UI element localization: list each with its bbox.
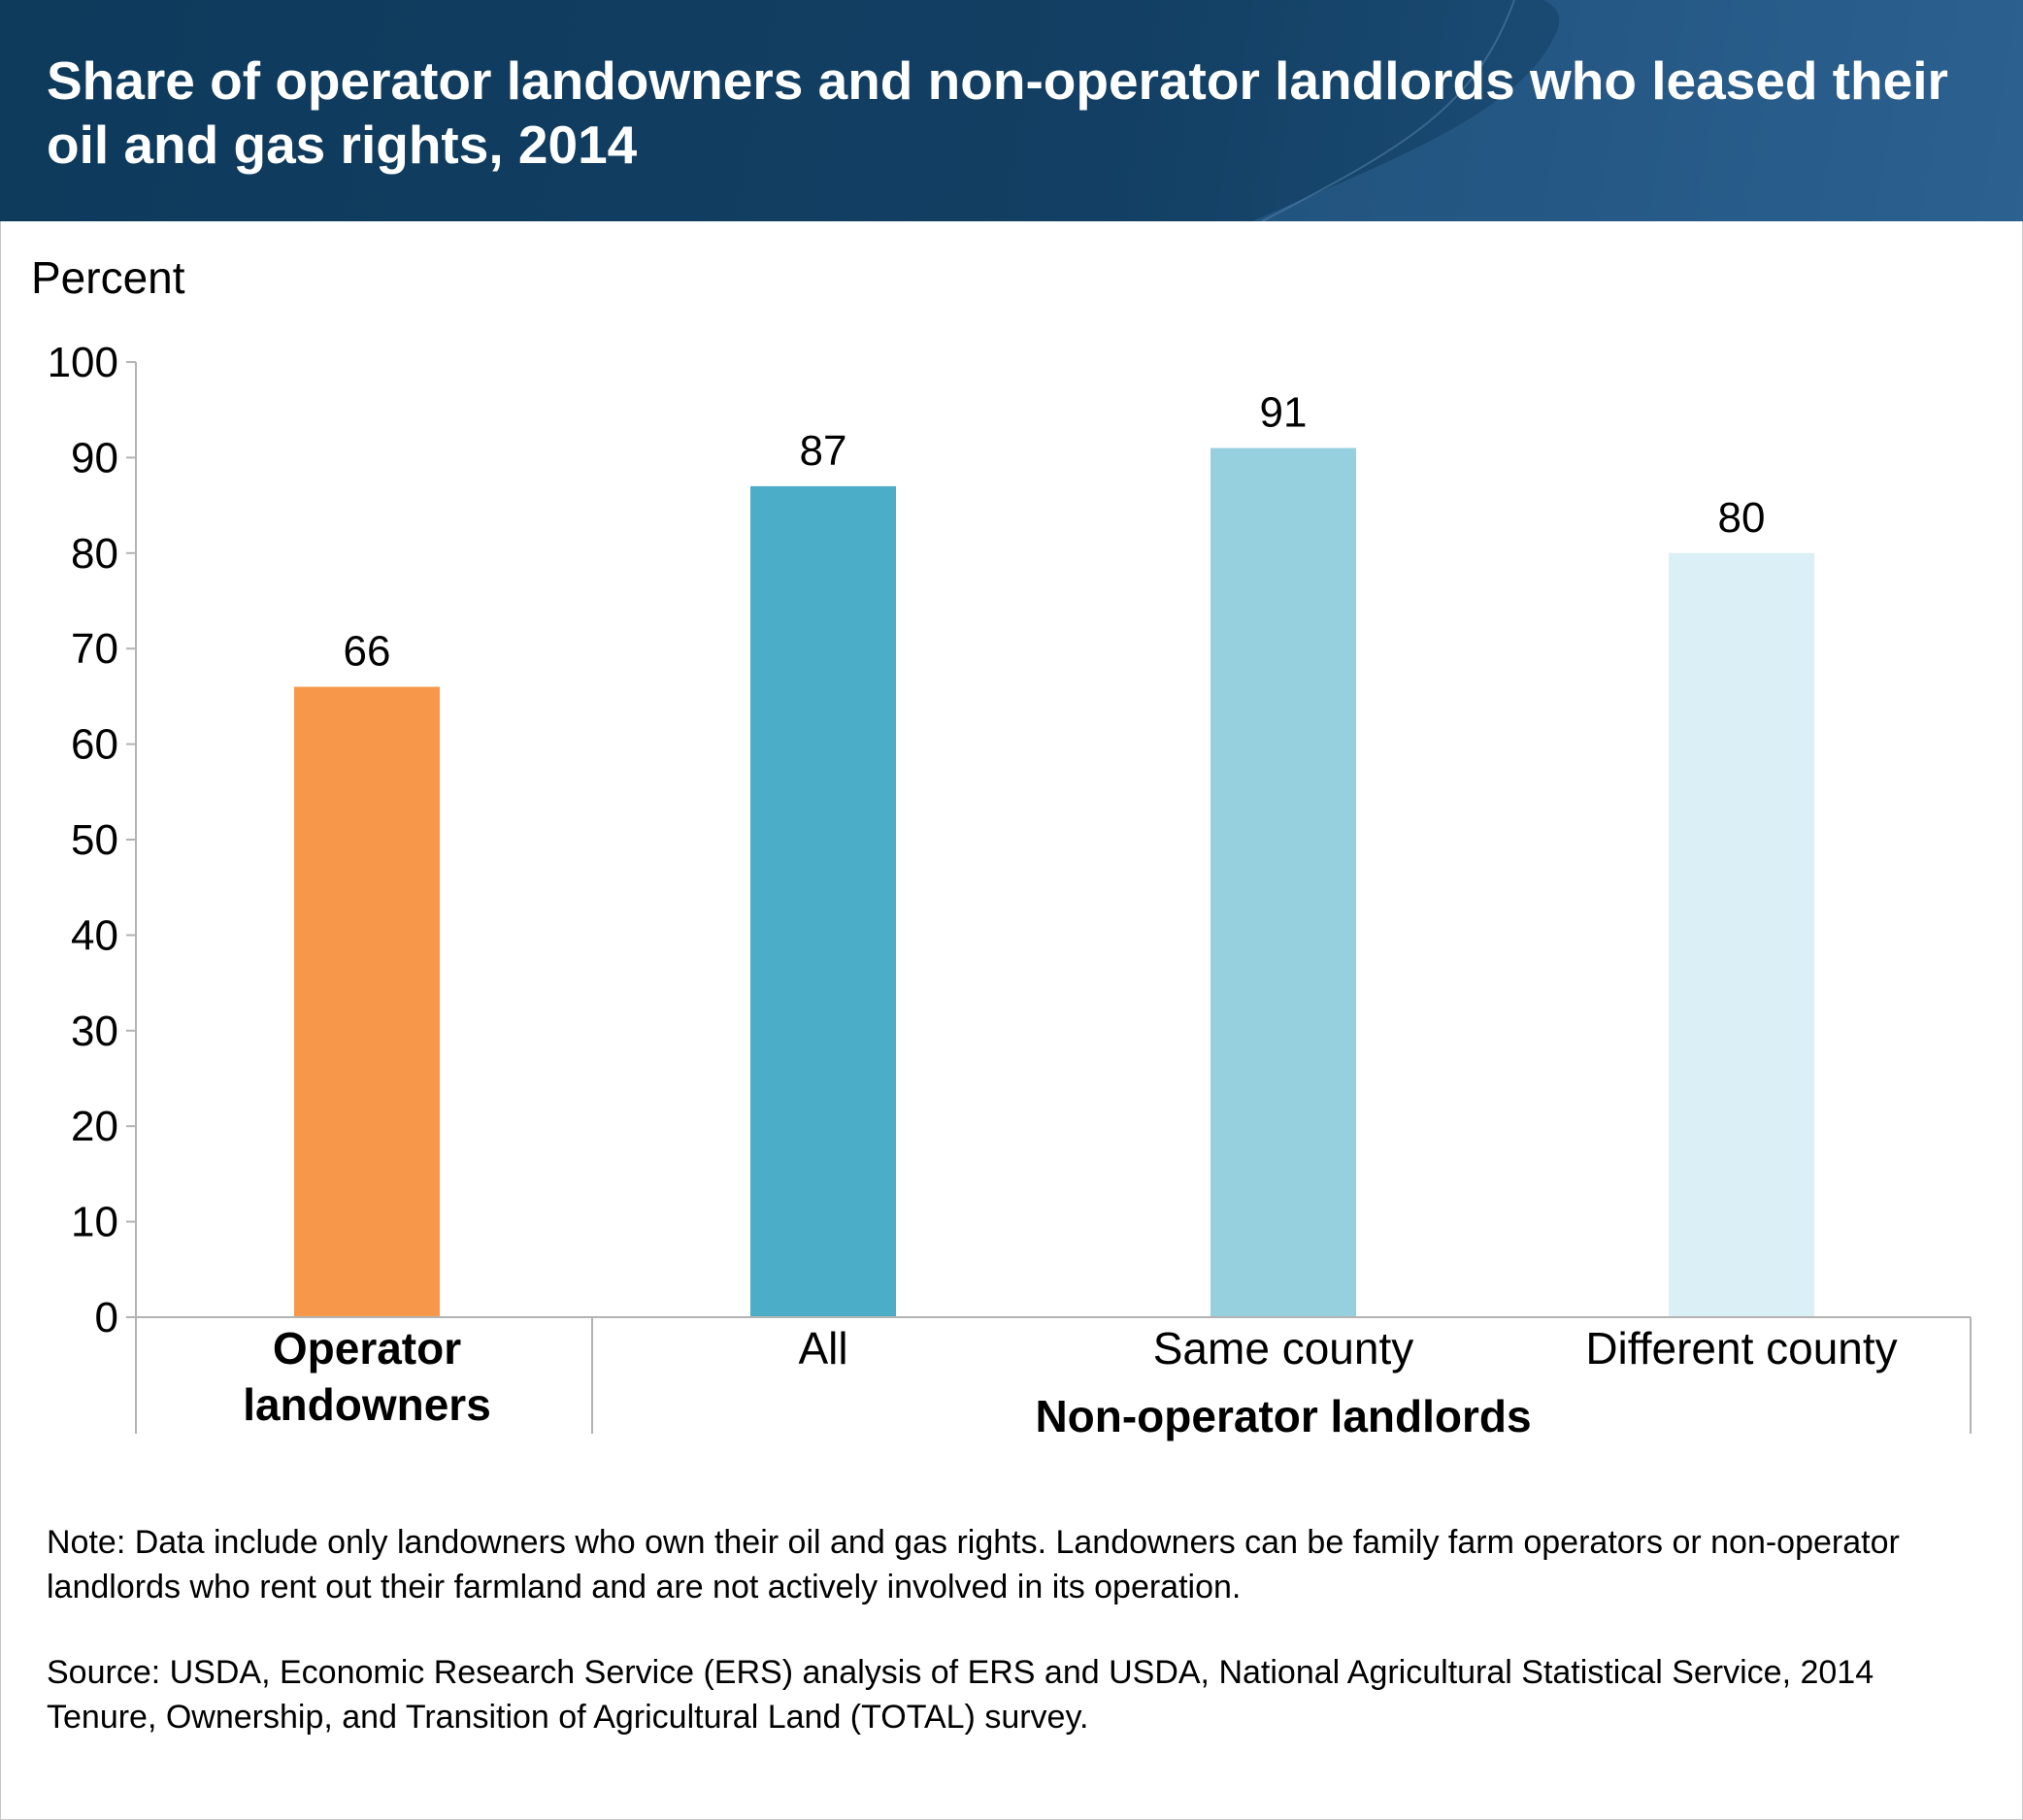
data-label: 66	[344, 628, 391, 676]
y-tick-label: 30	[71, 1008, 118, 1055]
bar	[1669, 552, 1814, 1317]
data-label: 91	[1260, 389, 1308, 437]
y-tick-label: 60	[71, 721, 118, 769]
y-tick-label: 90	[71, 434, 118, 481]
data-label: 87	[800, 427, 847, 475]
x-tick-label: Same county	[1153, 1323, 1413, 1373]
banner-swoosh-decoration	[1252, 0, 2023, 221]
bar	[750, 485, 896, 1317]
group-label-non-operator-landlords: Non-operator landlords	[1035, 1391, 1531, 1441]
bar	[1210, 447, 1356, 1317]
chart-note: Note: Data include only landowners who o…	[47, 1524, 1900, 1605]
y-tick-label: 80	[71, 530, 118, 578]
x-tick-label: Different county	[1585, 1323, 1897, 1373]
y-tick-label: 50	[71, 816, 118, 864]
chart-source: Source: USDA, Economic Research Service …	[47, 1654, 1874, 1736]
bars	[294, 447, 1814, 1317]
y-tick-label: 10	[71, 1199, 118, 1246]
y-tick-label: 40	[71, 911, 118, 959]
x-tick-label: All	[798, 1323, 847, 1373]
data-label: 80	[1718, 494, 1766, 542]
y-tick-label: 0	[95, 1294, 118, 1341]
y-tick-label: 100	[48, 339, 118, 386]
x-axis: Operator landowners All Same county Differen…	[135, 1316, 1972, 1434]
y-axis-label: Percent	[31, 252, 185, 303]
data-labels: 66 87 91 80	[344, 389, 1766, 676]
chart-title: Share of operator landowners and non-ope…	[47, 50, 1948, 175]
bar	[294, 686, 440, 1317]
y-tick-label: 70	[71, 625, 118, 673]
x-tick-label: Operator landowners	[243, 1323, 491, 1430]
title-banner: Share of operator landowners and non-ope…	[0, 0, 2023, 221]
y-tick-label: 20	[71, 1103, 118, 1150]
y-axis: 0 10 20 30 40 50 60 70 80 90 100	[48, 339, 137, 1341]
